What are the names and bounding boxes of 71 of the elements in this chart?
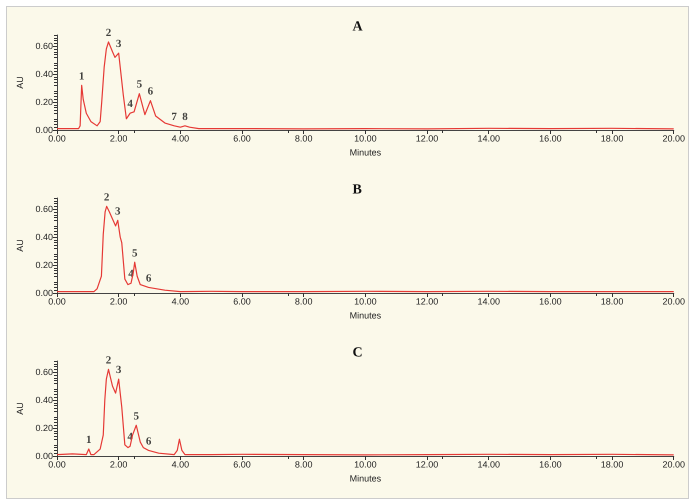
x-axis-title: Minutes bbox=[350, 148, 382, 158]
x-tick-label: 14.00 bbox=[477, 460, 500, 470]
x-tick-label: 12.00 bbox=[416, 296, 438, 306]
x-tick-label: 14.00 bbox=[477, 296, 500, 306]
x-tick-label: 8.00 bbox=[294, 296, 312, 306]
x-tick-label: 6.00 bbox=[233, 134, 251, 144]
x-tick-label: 2.00 bbox=[110, 134, 128, 144]
x-tick-label: 6.00 bbox=[233, 460, 251, 470]
annotation: 2 bbox=[106, 354, 112, 366]
x-tick-label: 0.00 bbox=[48, 134, 66, 144]
y-tick-label: 0.20 bbox=[35, 423, 53, 434]
annotation: 5 bbox=[134, 410, 140, 422]
x-tick-label: 10.00 bbox=[354, 460, 377, 470]
x-tick-label: 10.00 bbox=[354, 134, 377, 144]
x-tick-label: 10.00 bbox=[354, 296, 377, 306]
y-tick-label: 0.60 bbox=[35, 367, 53, 378]
y-tick-label: 0.40 bbox=[35, 69, 53, 80]
y-axis-title: AU bbox=[15, 76, 26, 89]
x-tick-label: 2.00 bbox=[110, 460, 128, 470]
x-tick-label: 16.00 bbox=[539, 296, 562, 306]
y-tick-label: 0.00 bbox=[35, 125, 53, 135]
x-axis-title: Minutes bbox=[350, 474, 382, 484]
x-tick-label: 0.00 bbox=[48, 460, 66, 470]
annotation: 2 bbox=[106, 26, 112, 39]
x-tick-label: 0.00 bbox=[48, 296, 66, 306]
x-tick-label: 18.00 bbox=[600, 460, 624, 470]
annotation: 4 bbox=[127, 98, 134, 110]
y-tick-label: 0.20 bbox=[35, 97, 53, 108]
y-tick-label: 0.00 bbox=[35, 288, 53, 298]
y-tick-label: 0.60 bbox=[35, 41, 53, 52]
x-tick-label: 8.00 bbox=[294, 134, 312, 144]
x-tick-label: 20.00 bbox=[662, 134, 686, 144]
x-tick-label: 12.00 bbox=[416, 460, 438, 470]
annotation: 7 bbox=[171, 110, 178, 123]
annotation: 3 bbox=[116, 38, 122, 50]
y-axis-title: AU bbox=[15, 239, 26, 252]
y-tick-label: 0.00 bbox=[35, 451, 53, 461]
x-tick-label: 4.00 bbox=[172, 460, 190, 470]
y-tick-label: 0.40 bbox=[35, 395, 53, 406]
annotation: 2 bbox=[104, 191, 110, 204]
x-tick-label: 16.00 bbox=[539, 460, 562, 470]
x-tick-label: 16.00 bbox=[539, 134, 562, 144]
annotation: 1 bbox=[86, 434, 92, 446]
x-tick-label: 20.00 bbox=[662, 296, 686, 306]
x-tick-label: 14.00 bbox=[477, 134, 500, 144]
annotation: 3 bbox=[115, 205, 121, 218]
y-tick-label: 0.20 bbox=[35, 260, 53, 270]
annotation: 5 bbox=[136, 78, 143, 91]
chart-title: C bbox=[352, 346, 363, 360]
chart-title: A bbox=[352, 20, 364, 34]
x-tick-label: 8.00 bbox=[294, 460, 312, 470]
annotation: 6 bbox=[146, 435, 152, 448]
x-axis-title: Minutes bbox=[350, 310, 382, 320]
y-tick-label: 0.40 bbox=[35, 232, 53, 242]
y-tick-label: 0.60 bbox=[35, 204, 53, 214]
x-tick-label: 2.00 bbox=[110, 296, 128, 306]
annotation: 3 bbox=[116, 364, 122, 376]
x-tick-label: 18.00 bbox=[600, 296, 624, 306]
x-tick-label: 6.00 bbox=[233, 296, 251, 306]
x-tick-label: 12.00 bbox=[416, 134, 438, 144]
x-tick-label: 18.00 bbox=[600, 134, 624, 144]
y-axis-title: AU bbox=[15, 402, 26, 415]
chart-title: B bbox=[352, 182, 362, 198]
x-tick-label: 20.00 bbox=[662, 460, 686, 470]
x-tick-label: 4.00 bbox=[172, 296, 190, 306]
annotation: 6 bbox=[148, 86, 154, 98]
annotation: 8 bbox=[182, 110, 188, 123]
x-tick-label: 4.00 bbox=[172, 134, 190, 144]
annotation: 6 bbox=[146, 272, 152, 284]
annotation: 1 bbox=[78, 70, 84, 82]
annotation: 5 bbox=[132, 247, 138, 260]
